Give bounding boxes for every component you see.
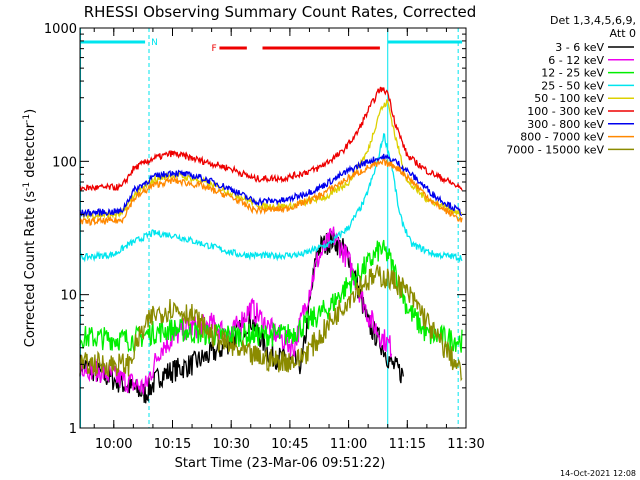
x-tick-label-4: 11:00 [330,437,367,452]
legend-entry-7: 800 - 7000 keV [520,131,604,144]
legend-header-1: Att 0 [610,27,636,40]
x-tick-label-2: 10:30 [212,437,249,452]
legend-header-0: Det 1,3,4,5,6,9, [550,14,636,27]
y-axis-label-sup1: -1 [22,182,32,191]
x-tick-label-1: 10:15 [154,437,191,452]
legend-entry-5: 100 - 300 keV [527,105,604,118]
y-axis-label: Corrected Count Rate (s-1 detector-1) [22,109,38,347]
y-axis-label-sup2: -1 [22,114,32,123]
series-line-1 [79,226,393,396]
status-bar-label-N: N [151,38,158,48]
y-axis-label-main: Corrected Count Rate (s [23,191,38,348]
legend-entry-4: 50 - 100 keV [534,92,604,105]
x-tick-label-3: 10:45 [271,437,308,452]
status-bar-label-F: F [211,44,216,54]
legend-entry-6: 300 - 800 keV [527,118,604,131]
plot-frame [79,27,467,429]
y-axis-label-end: ) [23,109,38,114]
y-axis-label-mid: detector [23,122,38,182]
x-axis-label: Start Time (23-Mar-06 09:51:22) [175,456,386,471]
legend-entry-2: 12 - 25 keV [541,67,604,80]
legend-entry-0: 3 - 6 keV [555,41,604,54]
series-line-7 [79,158,463,226]
y-tick-label-0: 1 [69,422,77,437]
legend-entry-3: 25 - 50 keV [541,79,604,92]
x-tick-label-0: 10:00 [95,437,132,452]
y-tick-label-1: 10 [60,289,77,304]
plot-area: N F 1 10 100 1000 10:00 10:15 10:30 10:45 11:00 11:… [44,22,485,452]
chart-title: RHESSI Observing Summary Count Rates, Co… [84,3,477,21]
series-line-8 [79,264,463,382]
y-tick-label-3: 1000 [44,22,77,37]
series-line-3 [79,133,463,263]
y-tick-label-2: 100 [52,155,77,170]
series-line-6 [79,153,463,218]
legend-entry-8: 7000 - 15000 keV [506,143,604,156]
timestamp: 14-Oct-2021 12:08 [560,469,636,478]
x-tick-label-5: 11:15 [389,437,426,452]
legend-entry-1: 6 - 12 keV [548,54,604,67]
x-tick-label-6: 11:30 [447,437,484,452]
series-line-5 [79,86,463,192]
